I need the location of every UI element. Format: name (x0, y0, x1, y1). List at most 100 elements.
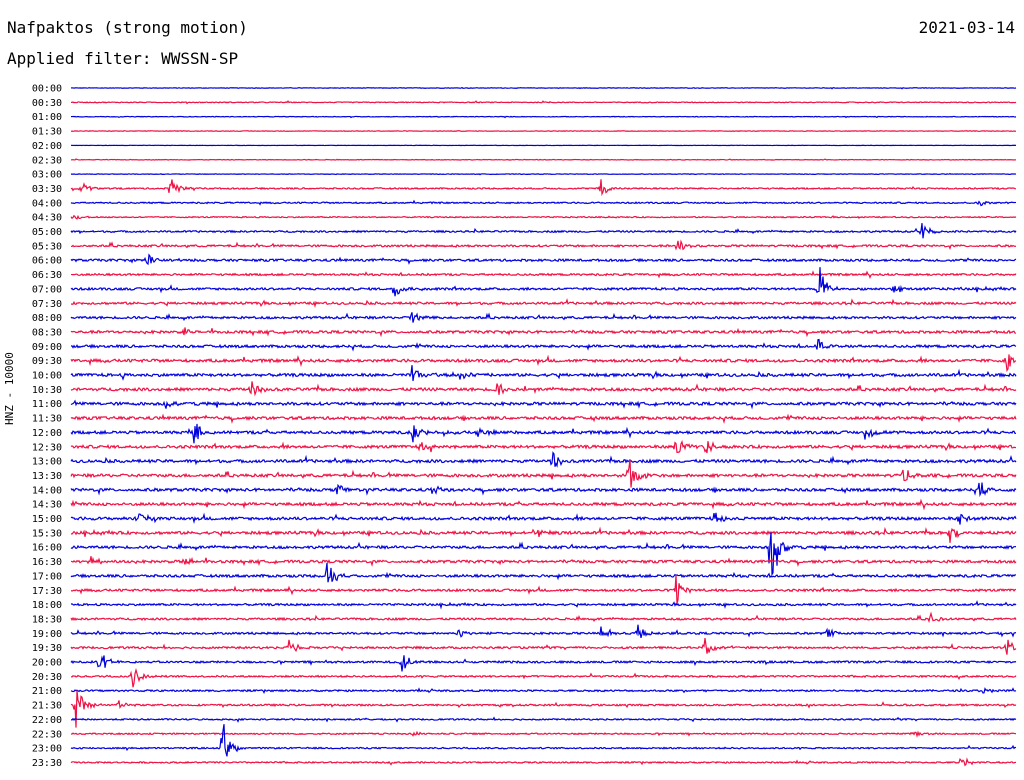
time-tick-label: 16:30 (32, 557, 62, 568)
time-tick-label: 03:00 (32, 170, 62, 181)
time-tick-label: 14:00 (32, 485, 62, 496)
trace-row (70, 687, 1017, 695)
time-tick-label: 22:00 (32, 715, 62, 726)
date-label: 2021-03-14 (918, 18, 1015, 37)
trace-row (70, 690, 1017, 728)
time-tick-label: 18:30 (32, 614, 62, 625)
time-tick-label: 18:00 (32, 600, 62, 611)
time-tick-label: 23:00 (32, 744, 62, 755)
trace-row (70, 130, 1017, 132)
time-tick-label: 21:00 (32, 686, 62, 697)
time-tick-label: 00:30 (32, 98, 62, 109)
trace-row (70, 86, 1017, 90)
trace-row (70, 413, 1017, 424)
time-tick-labels: 00:00 00:30 01:00 01:30 02:00 02:30 03:00 03:30… (32, 84, 62, 769)
time-tick-label: 01:00 (32, 112, 62, 123)
trace-row (70, 179, 1017, 197)
seismic-traces (70, 86, 1017, 767)
trace-row (70, 267, 1017, 297)
time-tick-label: 07:00 (32, 284, 62, 295)
trace-row (70, 667, 1017, 688)
trace-row (70, 532, 1017, 577)
time-tick-label: 20:00 (32, 658, 62, 669)
time-tick-label: 10:00 (32, 371, 62, 382)
trace-row (70, 365, 1017, 382)
time-tick-label: 22:30 (32, 729, 62, 740)
filter-label: Applied filter: WWSSN-SP (7, 49, 239, 68)
trace-row (70, 115, 1017, 119)
time-tick-label: 21:30 (32, 701, 62, 712)
time-tick-label: 20:30 (32, 672, 62, 683)
trace-row (70, 223, 1017, 239)
time-tick-label: 06:30 (32, 270, 62, 281)
trace-row (70, 574, 1017, 604)
time-tick-label: 11:00 (32, 399, 62, 410)
trace-row (70, 730, 1017, 738)
trace-row (70, 512, 1017, 525)
trace-row (70, 199, 1017, 207)
trace-row (70, 423, 1017, 444)
time-tick-label: 04:30 (32, 213, 62, 224)
time-tick-label: 12:00 (32, 428, 62, 439)
time-tick-label: 06:00 (32, 256, 62, 267)
time-tick-label: 05:00 (32, 227, 62, 238)
time-tick-label: 12:30 (32, 442, 62, 453)
trace-row (70, 338, 1017, 352)
trace-row (70, 298, 1017, 309)
time-tick-label: 19:30 (32, 643, 62, 654)
trace-row (70, 399, 1017, 410)
time-tick-label: 04:00 (32, 198, 62, 209)
trace-row (70, 482, 1017, 498)
trace-row (70, 624, 1017, 639)
trace-row (70, 562, 1017, 583)
trace-row (70, 381, 1017, 397)
time-tick-label: 09:00 (32, 342, 62, 353)
time-tick-label: 01:30 (32, 127, 62, 138)
time-tick-label: 02:00 (32, 141, 62, 152)
time-tick-label: 16:00 (32, 543, 62, 554)
trace-row (70, 158, 1017, 161)
time-tick-label: 15:30 (32, 528, 62, 539)
time-tick-label: 08:30 (32, 327, 62, 338)
time-tick-label: 02:30 (32, 155, 62, 166)
trace-row (70, 312, 1017, 323)
trace-row (70, 327, 1017, 338)
trace-row (70, 172, 1017, 176)
time-tick-label: 17:30 (32, 586, 62, 597)
trace-row (70, 253, 1017, 266)
trace-row (70, 600, 1017, 610)
trace-row (70, 100, 1017, 105)
time-tick-label: 14:30 (32, 500, 62, 511)
time-tick-label: 11:30 (32, 414, 62, 425)
trace-row (70, 270, 1017, 280)
trace-row (70, 214, 1017, 220)
trace-row (70, 757, 1017, 767)
trace-row (70, 498, 1017, 511)
time-tick-label: 23:30 (32, 758, 62, 769)
trace-row (70, 354, 1017, 373)
trace-row (70, 526, 1017, 543)
trace-row (70, 440, 1017, 454)
time-tick-label: 00:00 (32, 84, 62, 95)
trace-row (70, 239, 1017, 251)
time-tick-label: 15:00 (32, 514, 62, 525)
time-tick-label: 13:00 (32, 457, 62, 468)
trace-row (70, 638, 1017, 655)
station-title: Nafpaktos (strong motion) (7, 18, 248, 37)
trace-row (70, 556, 1017, 567)
time-tick-label: 05:30 (32, 241, 62, 252)
trace-row (70, 451, 1017, 468)
trace-row (70, 611, 1017, 624)
trace-row (70, 655, 1017, 672)
time-tick-label: 07:30 (32, 299, 62, 310)
time-tick-label: 19:00 (32, 629, 62, 640)
time-tick-label: 10:30 (32, 385, 62, 396)
time-tick-label: 17:00 (32, 571, 62, 582)
time-tick-label: 13:30 (32, 471, 62, 482)
time-tick-label: 09:30 (32, 356, 62, 367)
trace-row (70, 459, 1017, 488)
time-tick-label: 03:30 (32, 184, 62, 195)
trace-row (70, 716, 1017, 723)
trace-row (70, 724, 1017, 757)
